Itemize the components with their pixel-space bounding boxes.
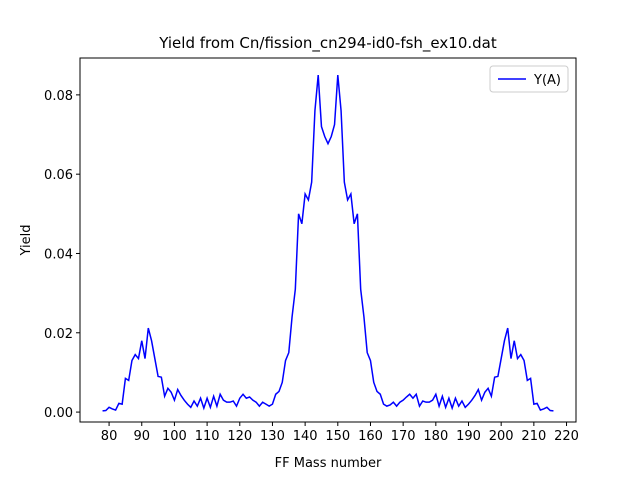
x-tick-label: 90 <box>133 429 150 444</box>
x-tick-label: 120 <box>227 429 252 444</box>
x-tick-label: 200 <box>489 429 514 444</box>
x-tick-label: 100 <box>162 429 187 444</box>
x-tick-label: 80 <box>101 429 118 444</box>
plot-frame <box>79 57 577 423</box>
x-tick-label: 110 <box>195 429 220 444</box>
y-tick-label: 0.00 <box>44 406 73 421</box>
y-tick-label: 0.04 <box>44 247 73 262</box>
x-tick-label: 210 <box>521 429 546 444</box>
x-tick-label: 150 <box>325 429 350 444</box>
x-tick-label: 220 <box>554 429 579 444</box>
y-tick-label: 0.06 <box>44 168 73 183</box>
legend-label: Y(A) <box>533 73 561 88</box>
y-tick-label: 0.08 <box>44 89 73 104</box>
y-tick-label: 0.02 <box>44 327 73 342</box>
legend-box <box>489 65 569 93</box>
x-tick-label: 180 <box>423 429 448 444</box>
x-tick-label: 130 <box>260 429 285 444</box>
data-line <box>102 74 554 412</box>
chart-title: Yield from Cn/fission_cn294-id0-fsh_ex10… <box>158 34 497 53</box>
x-tick-label: 170 <box>391 429 416 444</box>
x-tick-label: 140 <box>293 429 318 444</box>
x-tick-label: 160 <box>358 429 383 444</box>
x-tick-label: 190 <box>456 429 481 444</box>
y-axis-label: Yield <box>19 225 34 257</box>
x-axis-label: FF Mass number <box>275 456 382 471</box>
